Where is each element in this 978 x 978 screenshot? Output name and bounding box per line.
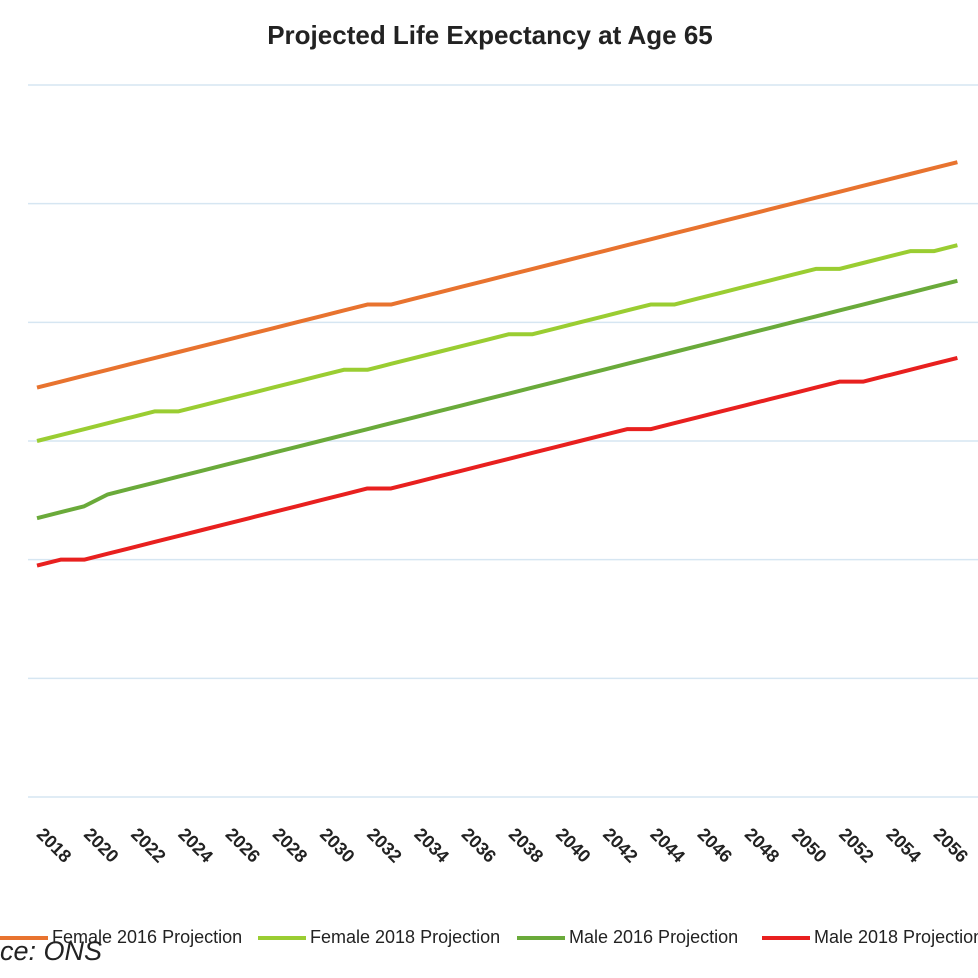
series-line <box>36 160 958 390</box>
x-tick-label: 2026 <box>222 824 264 866</box>
series-line <box>36 243 958 443</box>
x-tick-label: 2034 <box>410 824 452 866</box>
chart-title: Projected Life Expectancy at Age 65 <box>267 20 713 50</box>
x-tick-label: 2040 <box>552 824 594 866</box>
x-tick-label: 2038 <box>505 824 547 866</box>
x-tick-label: 2046 <box>694 824 736 866</box>
x-tick-label: 2018 <box>33 824 75 866</box>
legend-label: Female 2018 Projection <box>310 927 500 947</box>
series-line <box>36 355 958 568</box>
legend-label: Male 2016 Projection <box>569 927 738 947</box>
legend-label: Male 2018 Projection <box>814 927 978 947</box>
x-tick-label: 2056 <box>930 824 972 866</box>
series-line <box>36 278 958 521</box>
x-tick-label: 2042 <box>599 824 641 866</box>
x-tick-label: 2032 <box>363 824 405 866</box>
x-tick-label: 2024 <box>174 824 216 866</box>
x-tick-label: 2022 <box>127 824 169 866</box>
legend-label: Female 2016 Projection <box>52 927 242 947</box>
x-tick-label: 2054 <box>882 824 924 866</box>
x-tick-label: 2048 <box>741 824 783 866</box>
x-tick-label: 2028 <box>269 824 311 866</box>
x-tick-label: 2036 <box>458 824 500 866</box>
x-tick-label: 2052 <box>835 824 877 866</box>
x-tick-label: 2050 <box>788 824 830 866</box>
x-tick-label: 2030 <box>316 824 358 866</box>
x-tick-label: 2020 <box>80 824 122 866</box>
x-tick-label: 2044 <box>646 824 688 866</box>
source-note: ce: ONS <box>0 936 102 966</box>
